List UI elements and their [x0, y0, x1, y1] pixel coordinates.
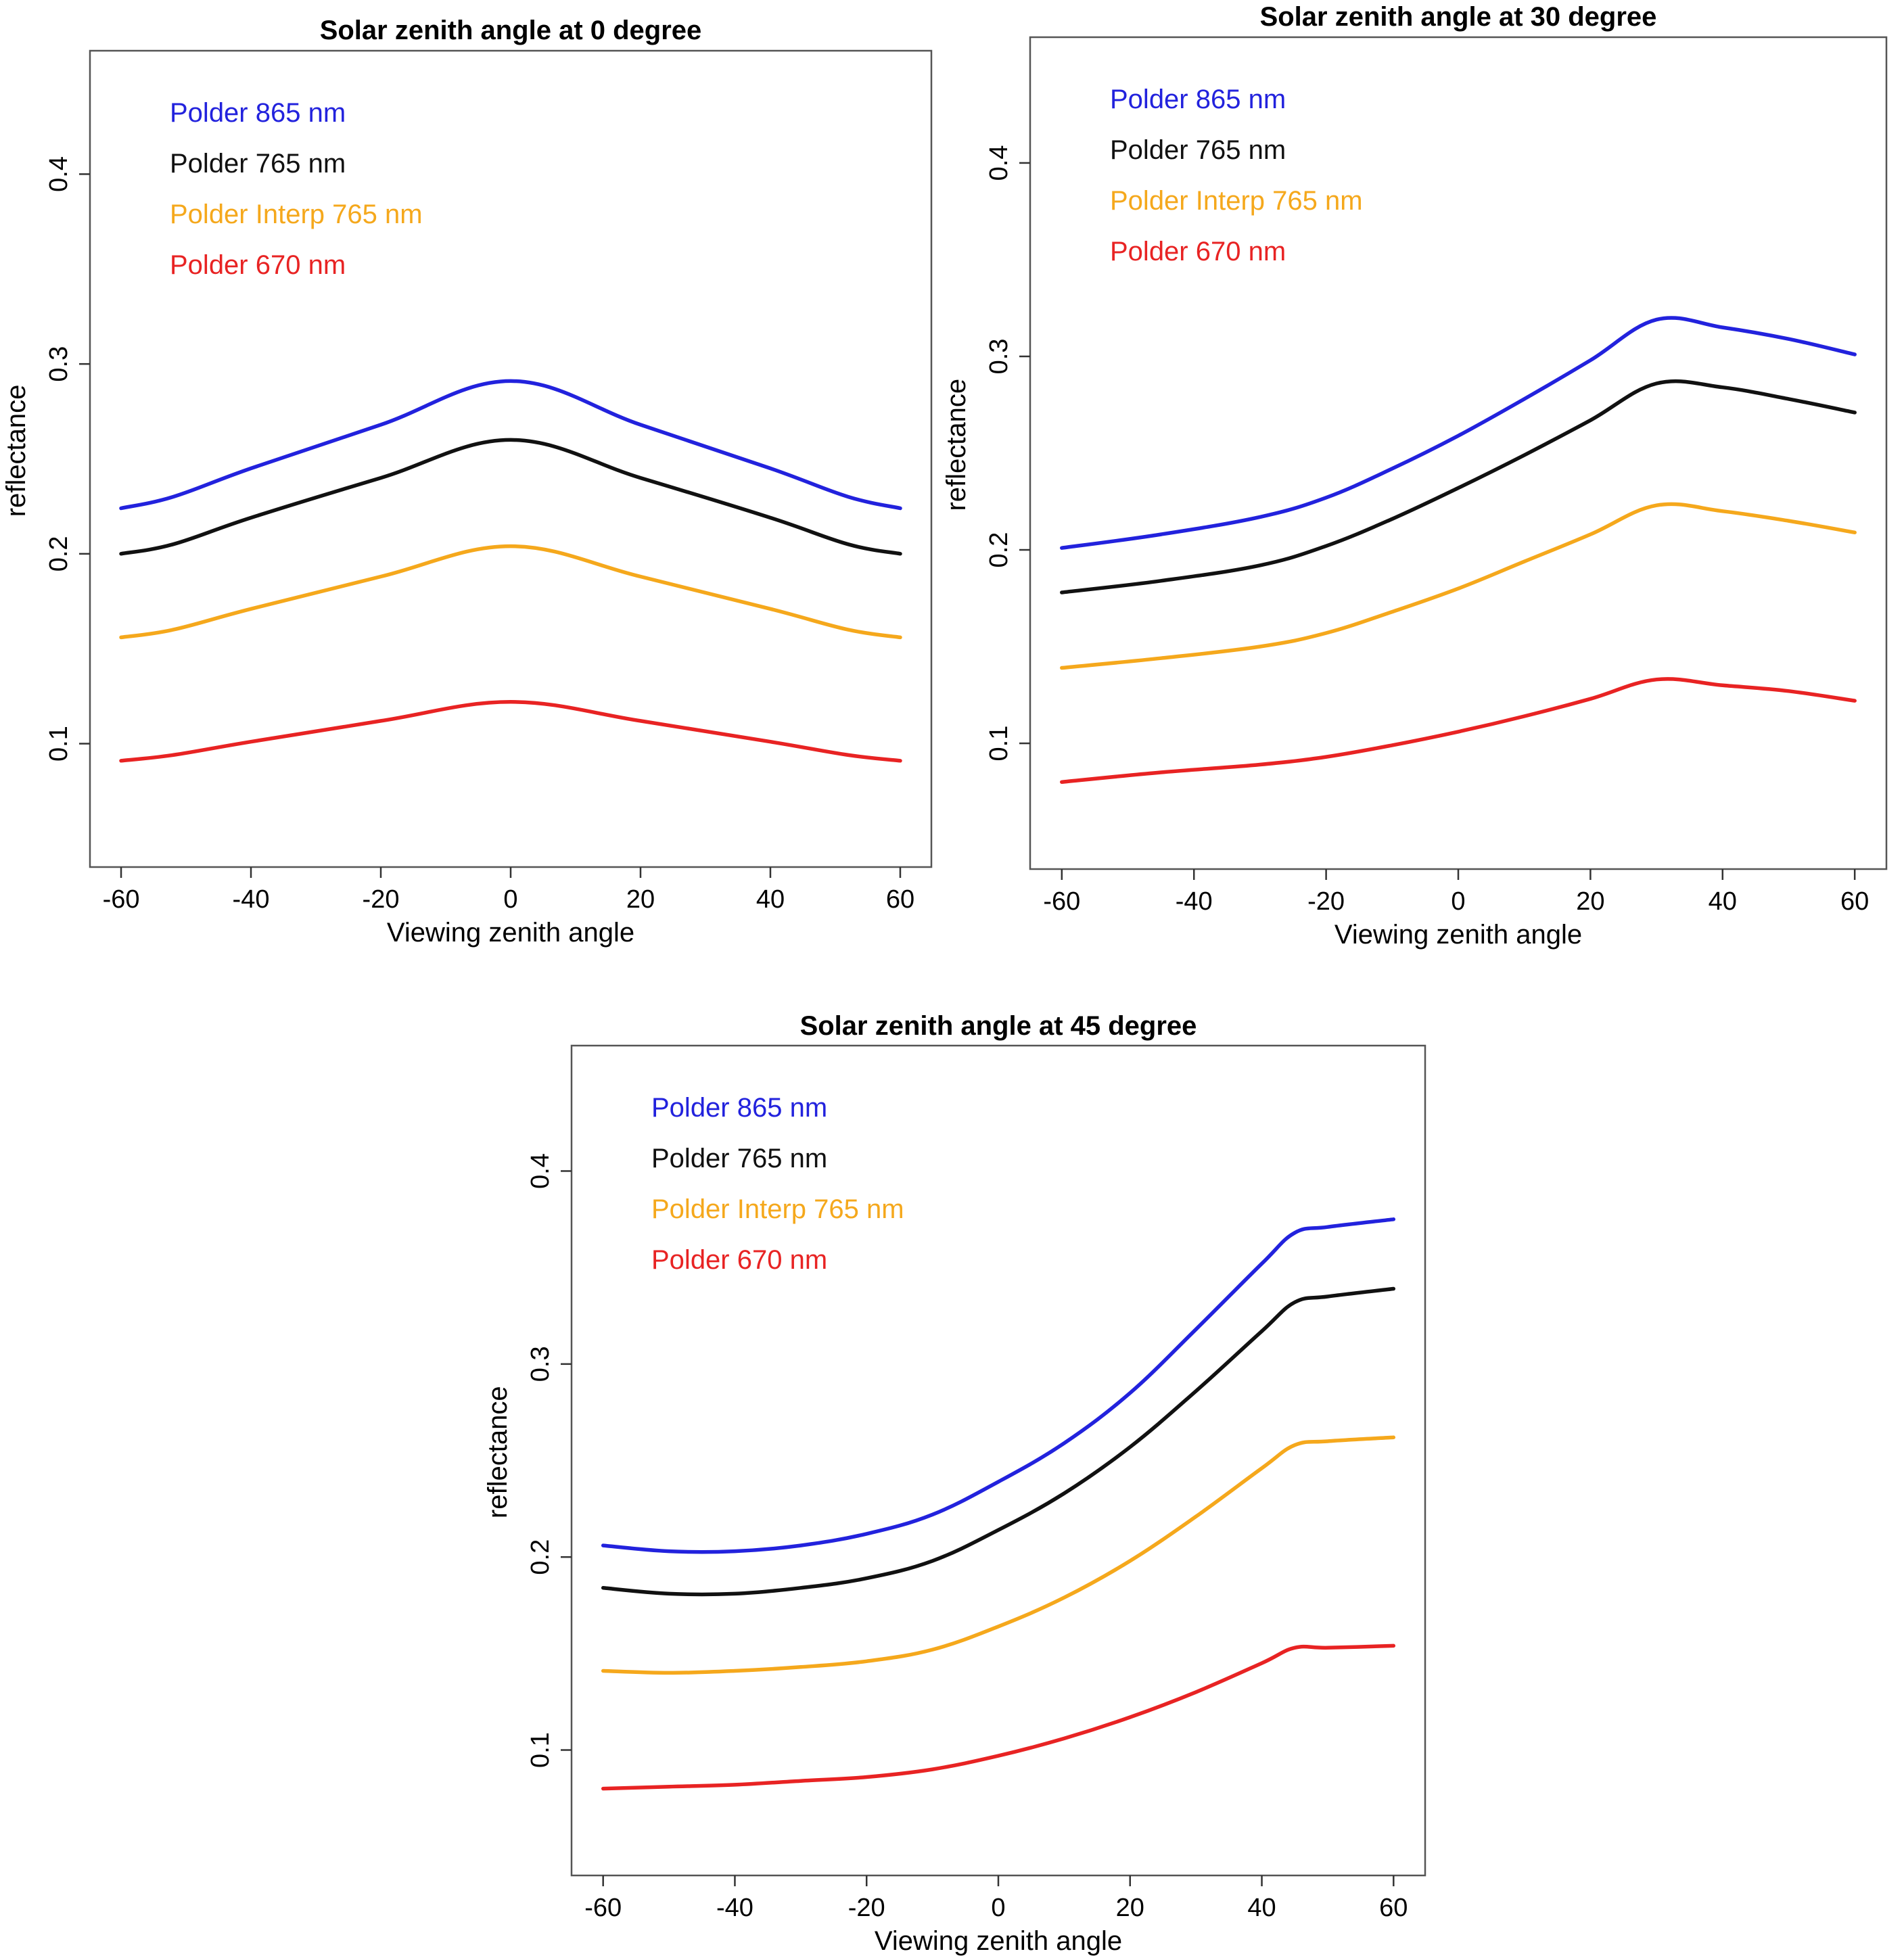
chart-title: Solar zenith angle at 0 degree — [320, 16, 702, 45]
x-tick-label: 60 — [1840, 887, 1869, 916]
y-axis-label: reflectance — [483, 1386, 513, 1518]
x-tick-label: 0 — [991, 1894, 1005, 1922]
chart-panel-sza-45: Solar zenith angle at 45 degree -60 -40 -2… — [483, 1011, 1426, 1956]
chart-marks: -60 -40 -20 0 20 40 60 0.1 0.2 0.3 0.4 Viewing zeni… — [942, 36, 1888, 950]
y-axis-label: reflectance — [1, 385, 31, 517]
series-line-polder-670-nm — [601, 1643, 1396, 1791]
y-tick-label: 0.2 — [985, 532, 1013, 568]
x-tick-label: 60 — [886, 885, 914, 914]
legend-entry-polder-865-nm: Polder 865 nm — [170, 98, 346, 128]
x-tick-label: 40 — [756, 885, 785, 914]
y-tick-label: 0.4 — [526, 1153, 555, 1189]
y-tick-label: 0.1 — [526, 1732, 555, 1768]
x-tick-label: -20 — [1307, 887, 1345, 916]
legend-entry-polder-670-nm: Polder 670 nm — [651, 1245, 827, 1275]
x-tick-label: -60 — [1043, 887, 1080, 916]
legend-entry-polder-865-nm: Polder 865 nm — [651, 1093, 827, 1123]
x-tick-label: 60 — [1379, 1894, 1408, 1922]
y-tick-label: 0.4 — [985, 145, 1013, 181]
y-tick-label: 0.3 — [985, 339, 1013, 375]
x-tick-label: 40 — [1247, 1894, 1276, 1922]
chart-marks: -60 -40 -20 0 20 40 60 0.1 0.2 0.3 0.4 Viewing zeni… — [1, 49, 933, 948]
x-tick-label: -40 — [716, 1894, 753, 1922]
y-tick-label: 0.2 — [45, 536, 73, 571]
legend-entry-polder-765-nm: Polder 765 nm — [170, 149, 346, 179]
chart-title: Solar zenith angle at 45 degree — [800, 1011, 1197, 1041]
x-tick-label: -60 — [103, 885, 140, 914]
y-tick-label: 0.3 — [45, 346, 73, 382]
x-tick-label: -20 — [363, 885, 400, 914]
x-axis-label: Viewing zenith angle — [387, 918, 634, 948]
x-tick-label: 0 — [1451, 887, 1465, 916]
legend-entry-polder-670-nm: Polder 670 nm — [1110, 237, 1286, 266]
chart-title: Solar zenith angle at 30 degree — [1260, 2, 1657, 32]
series-line-polder-865-nm — [1060, 316, 1857, 550]
y-tick-label: 0.1 — [45, 726, 73, 762]
y-tick-label: 0.3 — [526, 1346, 555, 1382]
series-line-polder-765-nm — [1060, 379, 1857, 594]
series-line-polder-670-nm — [1060, 677, 1857, 785]
y-axis-label: reflectance — [942, 379, 971, 511]
series-line-polder-interp-765-nm — [119, 544, 902, 640]
series-line-polder-interp-765-nm — [601, 1435, 1396, 1675]
legend: Polder 865 nm Polder 765 nm Polder Interp … — [1110, 85, 1363, 266]
y-tick-label: 0.2 — [526, 1539, 555, 1575]
x-tick-label: -40 — [1176, 887, 1213, 916]
legend-entry-polder-865-nm: Polder 865 nm — [1110, 85, 1286, 114]
series-line-polder-765-nm — [119, 438, 902, 556]
x-tick-label: -40 — [233, 885, 270, 914]
series-line-polder-interp-765-nm — [1060, 502, 1857, 670]
x-axis-label: Viewing zenith angle — [875, 1926, 1122, 1956]
legend-entry-polder-765-nm: Polder 765 nm — [1110, 135, 1286, 165]
series-line-polder-865-nm — [601, 1217, 1396, 1554]
legend-entry-polder-765-nm: Polder 765 nm — [651, 1144, 827, 1173]
x-tick-label: 20 — [626, 885, 655, 914]
x-tick-label: -60 — [584, 1894, 622, 1922]
series-line-polder-765-nm — [601, 1286, 1396, 1597]
legend-entry-polder-interp-765-nm: Polder Interp 765 nm — [1110, 186, 1363, 216]
series-line-polder-865-nm — [119, 379, 902, 511]
legend-entry-polder-interp-765-nm: Polder Interp 765 nm — [170, 200, 423, 229]
chart-panel-sza-0: Solar zenith angle at 0 degree -60 -40 -20… — [1, 16, 933, 948]
x-tick-label: 20 — [1576, 887, 1604, 916]
chart-panel-sza-30: Solar zenith angle at 30 degree -60 -40 -2… — [942, 2, 1888, 950]
x-tick-label: 0 — [503, 885, 517, 914]
legend: Polder 865 nm Polder 765 nm Polder Interp … — [651, 1093, 904, 1275]
series-line-polder-670-nm — [119, 700, 902, 763]
x-axis-label: Viewing zenith angle — [1334, 920, 1582, 950]
x-tick-label: -20 — [848, 1894, 885, 1922]
x-tick-label: 20 — [1116, 1894, 1144, 1922]
legend-entry-polder-interp-765-nm: Polder Interp 765 nm — [651, 1194, 904, 1224]
x-tick-label: 40 — [1709, 887, 1737, 916]
legend-entry-polder-670-nm: Polder 670 nm — [170, 250, 346, 280]
chart-marks: -60 -40 -20 0 20 40 60 0.1 0.2 0.3 0.4 Viewing zeni… — [483, 1044, 1426, 1956]
legend: Polder 865 nm Polder 765 nm Polder Interp … — [170, 98, 423, 280]
y-tick-label: 0.1 — [985, 726, 1013, 762]
y-tick-label: 0.4 — [45, 156, 73, 192]
